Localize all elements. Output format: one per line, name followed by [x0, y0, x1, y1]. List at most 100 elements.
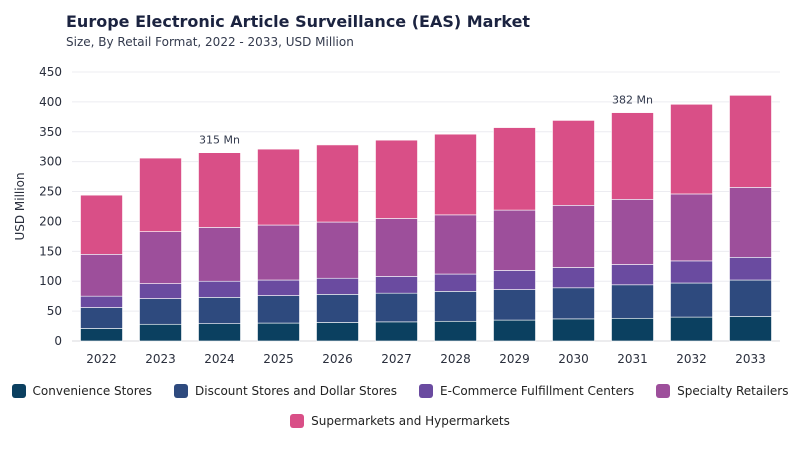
bar-segment: [257, 224, 300, 281]
bar-segment: [552, 205, 595, 268]
bar-segment: [139, 323, 182, 342]
data-label: 382 Mn: [612, 94, 653, 107]
bar-segment: [257, 148, 300, 226]
bar-segment: [80, 295, 123, 308]
bar-segment: [611, 112, 654, 200]
x-tick-label: 2031: [617, 352, 648, 366]
bar-segment: [198, 152, 241, 228]
legend-item: Specialty Retailers: [656, 384, 788, 398]
bar-segment: [375, 139, 418, 219]
legend-swatch: [419, 384, 434, 398]
x-tick-label: 2028: [440, 352, 471, 366]
legend-swatch: [11, 384, 26, 398]
bar-segment: [198, 227, 241, 282]
bar-segment: [670, 316, 713, 342]
chart-title: Europe Electronic Article Surveillance (…: [66, 12, 531, 31]
legend-item: Discount Stores and Dollar Stores: [174, 384, 397, 398]
bar-segment: [670, 282, 713, 318]
bar-segment: [434, 133, 477, 216]
bar-segment: [552, 120, 595, 206]
bar-segment: [670, 193, 713, 262]
bar-segment: [316, 322, 359, 342]
bar-segment: [139, 298, 182, 325]
bar-segment: [611, 284, 654, 319]
bar-segment: [139, 283, 182, 299]
y-tick-label: 400: [39, 95, 62, 109]
bar-segment: [493, 209, 536, 271]
y-axis-label: USD Million: [13, 172, 27, 240]
y-tick-label: 300: [39, 155, 62, 169]
legend-row: Convenience Stores Discount Stores and Do…: [0, 384, 800, 398]
bar-segment: [493, 127, 536, 211]
bar-segment: [729, 257, 772, 281]
bar-segment: [257, 322, 300, 342]
legend-label: Specialty Retailers: [677, 384, 789, 398]
bar-segment: [670, 260, 713, 284]
y-tick-label: 200: [39, 214, 62, 228]
bar-segment: [198, 297, 241, 324]
bar-segment: [80, 307, 123, 329]
chart-subtitle: Size, By Retail Format, 2022 - 2033, USD…: [66, 35, 354, 49]
x-tick-label: 2029: [499, 352, 530, 366]
bar-segment: [198, 323, 241, 342]
bar-segment: [316, 221, 359, 279]
bar-segment: [434, 273, 477, 292]
legend-label: E-Commerce Fulfillment Centers: [440, 384, 635, 398]
bar-segment: [611, 264, 654, 286]
y-tick-label: 50: [47, 304, 62, 318]
bar-segment: [139, 157, 182, 232]
bar-segment: [729, 187, 772, 258]
y-tick-label: 150: [39, 244, 62, 258]
legend-row: Supermarkets and Hypermarkets: [0, 414, 800, 428]
bar-segment: [552, 287, 595, 320]
x-tick-label: 2023: [145, 352, 176, 366]
x-tick-label: 2022: [86, 352, 117, 366]
x-tick-label: 2024: [204, 352, 235, 366]
legend-swatch: [656, 384, 671, 398]
bar-segment: [375, 321, 418, 342]
bar-segment: [552, 267, 595, 289]
bar-segment: [434, 320, 477, 342]
bar-segment: [493, 289, 536, 321]
y-tick-label: 350: [39, 125, 62, 139]
y-tick-label: 0: [54, 334, 62, 348]
legend-item: Convenience Stores: [11, 384, 153, 398]
bar-segment: [434, 291, 477, 322]
bar-segment: [375, 292, 418, 323]
legend-label: Discount Stores and Dollar Stores: [195, 384, 398, 398]
x-tick-label: 2030: [558, 352, 589, 366]
bar-segment: [729, 316, 772, 342]
x-tick-label: 2032: [676, 352, 707, 366]
chart-legend: Convenience Stores Discount Stores and Do…: [0, 384, 800, 444]
bar-segment: [80, 254, 123, 297]
x-tick-label: 2027: [381, 352, 412, 366]
bar-segment: [493, 319, 536, 342]
legend-swatch: [174, 384, 189, 398]
bar-segment: [198, 280, 241, 298]
bar-segment: [316, 294, 359, 323]
bar-segment: [375, 276, 418, 294]
legend-item: E-Commerce Fulfillment Centers: [419, 384, 634, 398]
bar-segment: [611, 199, 654, 265]
bar-segment: [552, 318, 595, 342]
x-tick-label: 2025: [263, 352, 294, 366]
legend-swatch: [290, 414, 305, 428]
bar-segment: [729, 279, 772, 317]
bar-segment: [139, 231, 182, 284]
bar-segment: [80, 328, 123, 342]
bar-segment: [434, 214, 477, 275]
bar-segment: [316, 277, 359, 295]
bar-segment: [257, 279, 300, 296]
y-tick-label: 250: [39, 185, 62, 199]
x-tick-label: 2026: [322, 352, 353, 366]
bar-segment: [257, 295, 300, 324]
legend-label: Supermarkets and Hypermarkets: [311, 414, 510, 428]
legend-item: Supermarkets and Hypermarkets: [290, 414, 510, 428]
bar-segment: [729, 95, 772, 188]
bar-segment: [316, 144, 359, 223]
y-tick-label: 450: [39, 65, 62, 79]
data-label: 315 Mn: [199, 134, 240, 147]
legend-label: Convenience Stores: [32, 384, 153, 398]
